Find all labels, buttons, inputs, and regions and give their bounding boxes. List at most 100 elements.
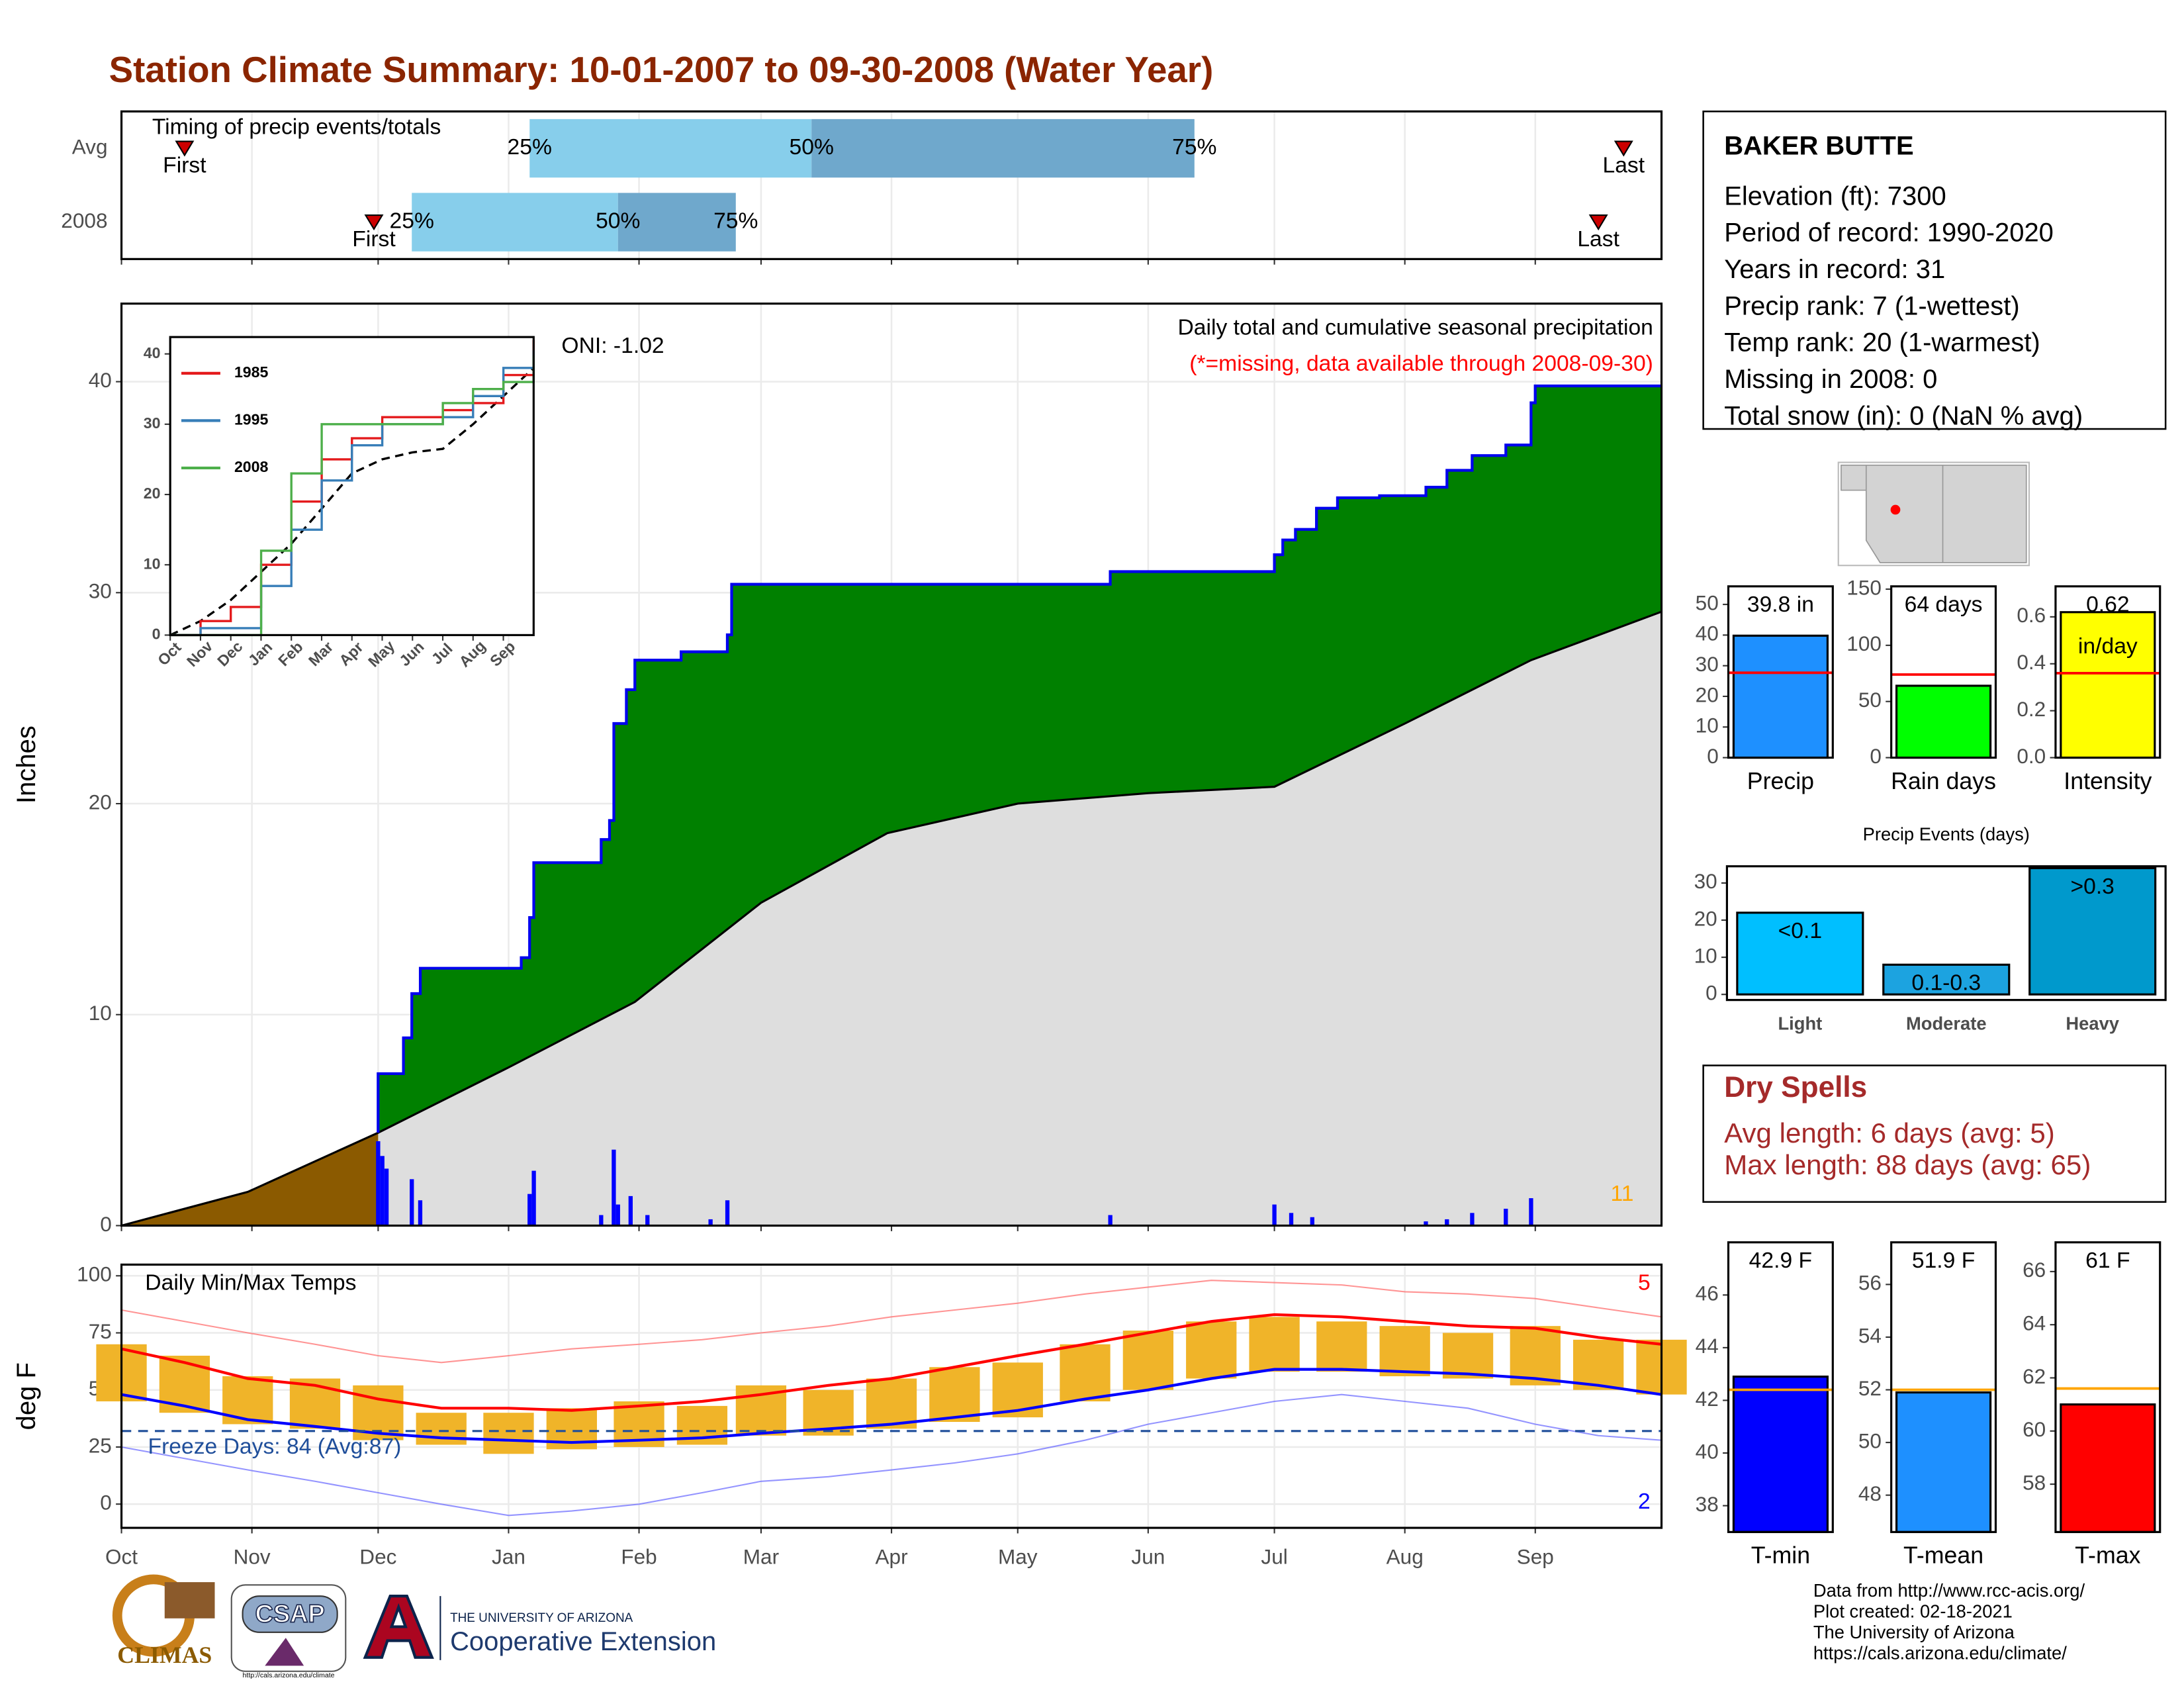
y-tick-label: 0 [1706,981,1717,1005]
x-axis-label: T-max [2075,1542,2140,1569]
daily-bar [410,1179,414,1226]
bar [1736,912,1864,996]
daily-bar [527,1194,532,1226]
y-tick-label: 58 [2023,1470,2046,1494]
plot-border [1890,1241,1997,1533]
y-tick-label: 10 [1696,714,1719,737]
observed-range [1573,1339,1624,1390]
x-tick-label: Mar [743,1545,779,1569]
y-tick-label: 0 [1870,744,1882,768]
locator-map [1837,461,2030,567]
record-low-line [121,1393,1662,1517]
percent-label: 50% [596,209,640,233]
timing-bar [412,193,618,252]
y-tick-label: 20 [1694,906,1717,930]
credit-line: The University of Arizona [1813,1622,2015,1642]
plot-border [120,303,1663,1227]
ua-emblem [363,1595,434,1659]
bar [2060,1403,2156,1533]
category-label: Light [1778,1013,1822,1034]
observed-range [1186,1321,1237,1379]
station-line: Temp rank: 20 (1-warmest) [1724,328,2040,357]
bar [1895,1391,1992,1533]
plot-border [2054,585,2161,759]
page-title: Station Climate Summary: 10-01-2007 to 0… [109,49,1214,90]
event-marker [1614,140,1633,157]
bar [1895,684,1992,759]
y-tick-label: 0 [152,626,161,643]
daily-bar [384,1168,389,1226]
y-tick-label: 56 [1858,1271,1882,1295]
ua-name: THE UNIVERSITY OF ARIZONA [450,1611,633,1625]
row-label: 2008 [61,209,107,232]
credit-line: Data from http://www.rcc-acis.org/ [1813,1580,2085,1601]
csap-logo-text: CSAP [255,1601,325,1628]
x-tick-label: May [998,1545,1038,1569]
bar [2028,867,2157,996]
dry-spells-lines: Avg length: 6 days (avg: 5)Max length: 8… [1724,1117,2091,1180]
value-label: 51.9 F [1912,1248,1975,1273]
percent-label: 25% [508,135,552,160]
y-tick-label: 62 [2023,1364,2046,1388]
station-line: Total snow (in): 0 (NaN % avg) [1724,401,2083,430]
y-tick-label: 30 [1694,869,1717,893]
timing-bar [529,118,812,178]
plot-border [1890,585,1997,759]
record-high-line [121,1280,1662,1364]
x-axis-label: Rain days [1891,768,1996,794]
y-tick-label: 0 [1707,744,1719,768]
daily-bar [1272,1204,1277,1226]
bar [1732,634,1829,759]
y-tick-label: 30 [1696,652,1719,676]
credits: Data from http://www.rcc-acis.org/Plot c… [1813,1580,2085,1664]
dry-spells-title: Dry Spells [1724,1071,1867,1103]
station-line: Period of record: 1990-2020 [1724,218,2054,248]
x-axis-label: T-mean [1903,1542,1983,1569]
daily-bar [1470,1213,1475,1226]
plot-border [2054,1241,2161,1533]
csap-cloud [242,1595,338,1633]
percent-label: 75% [713,209,758,233]
bar [1882,963,2011,996]
y-tick-label: 50 [1858,1429,1882,1452]
average-line [169,367,535,636]
normal-min-line [121,1368,1662,1444]
percent-label: 75% [1172,135,1216,160]
y-tick-label: 46 [1696,1282,1719,1305]
event-marker [364,214,384,231]
plot-background [170,337,534,635]
station-lines: Elevation (ft): 7300 Period of record: 19… [1724,181,2083,430]
observed-range [1379,1326,1430,1377]
y-tick-label: 40 [1696,622,1719,645]
y-tick-label: 150 [1846,575,1882,599]
y-tick-label: 25 [89,1433,112,1457]
bar [1732,1376,1829,1533]
value-label: 39.8 in [1747,592,1814,617]
climas-emblem-block [164,1582,215,1618]
legend-label: 1995 [234,411,269,428]
daily-bar [1289,1213,1294,1226]
y-tick-label: 10 [144,555,161,572]
timing-bar [617,193,736,252]
logos: CLIMAS CSAP http://cals.arizona.edu/clim… [112,1574,716,1679]
cumulative-line [377,384,1662,1133]
plot-border [1727,585,1834,759]
percent-label: 25% [390,209,434,233]
normal-area [378,612,1662,1226]
credit-line: https://cals.arizona.edu/climate/ [1813,1643,2067,1664]
y-tick-label: 40 [1696,1439,1719,1463]
observed-range [929,1367,980,1423]
timing-title: Timing of precip events/totals [152,115,441,139]
bar [2060,611,2156,759]
plot-border [120,110,1663,260]
daily-bar [645,1215,650,1226]
observed-range [1510,1326,1561,1385]
y-tick-label: 30 [89,579,112,603]
observed-range [1060,1344,1111,1401]
y-tick-label: 52 [1858,1376,1882,1400]
daily-bar [725,1200,730,1226]
observed-range [1122,1331,1174,1390]
y-tick-label: 0.0 [2017,744,2046,768]
y-axis-label: deg F [12,1362,41,1430]
